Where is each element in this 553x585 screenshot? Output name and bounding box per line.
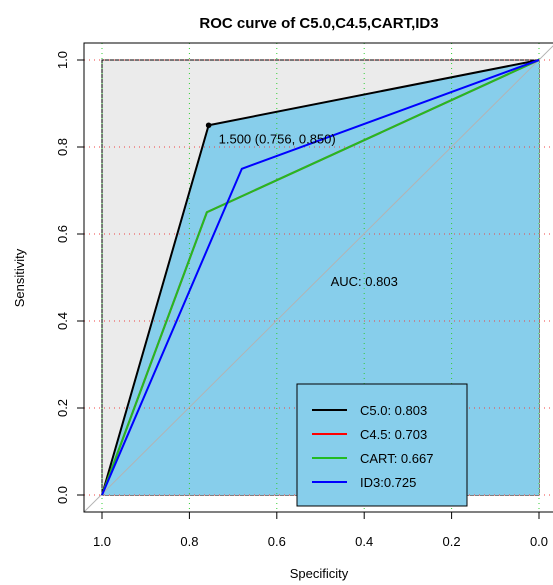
y-tick-label-1: 0.2 (55, 399, 70, 417)
y-tick-label-3: 0.6 (55, 225, 70, 243)
legend-label-3: ID3:0.725 (360, 475, 416, 490)
legend-label-2: CART: 0.667 (360, 451, 433, 466)
legend: C5.0: 0.803 C4.5: 0.703 CART: 0.667 ID3:0.7… (296, 383, 468, 507)
annotations: 1.500 (0.756, 0.850) AUC: 0.803 (205, 122, 398, 289)
axes: 1.0 0.8 0.6 0.4 0.2 0.0 0.0 0.2 0.4 0.6 0.8 1.0 (55, 42, 553, 549)
x-tick-label-5: 0.0 (530, 534, 548, 549)
x-tick-label-0: 1.0 (93, 534, 111, 549)
legend-label-0: C5.0: 0.803 (360, 403, 427, 418)
y-axis-label: Sensitivity (12, 248, 27, 307)
series-line-3 (101, 59, 540, 496)
y-tick-label-5: 1.0 (55, 51, 70, 69)
chart-title: ROC curve of C5.0,C4.5,CART,ID3 (199, 15, 438, 32)
x-tick-label-3: 0.4 (355, 534, 373, 549)
diagonal-line (83, 45, 553, 513)
y-tick-label-0: 0.0 (55, 486, 70, 504)
y-tick-label-2: 0.4 (55, 312, 70, 330)
threshold-label: 1.500 (0.756, 0.850) (219, 131, 336, 146)
legend-label-1: C4.5: 0.703 (360, 427, 427, 442)
series-line-2 (101, 59, 540, 496)
series-lines (101, 59, 540, 496)
x-axis-label: Specificity (290, 566, 349, 581)
auc-label: AUC: 0.803 (331, 274, 398, 289)
x-tick-label-4: 0.2 (443, 534, 461, 549)
threshold-point (205, 122, 212, 129)
axes-frame (83, 42, 553, 513)
y-tick-label-4: 0.8 (55, 138, 70, 156)
x-tick-label-2: 0.6 (268, 534, 286, 549)
legend-box (296, 383, 468, 507)
diagonal-reference (83, 45, 553, 513)
x-tick-label-1: 0.8 (180, 534, 198, 549)
